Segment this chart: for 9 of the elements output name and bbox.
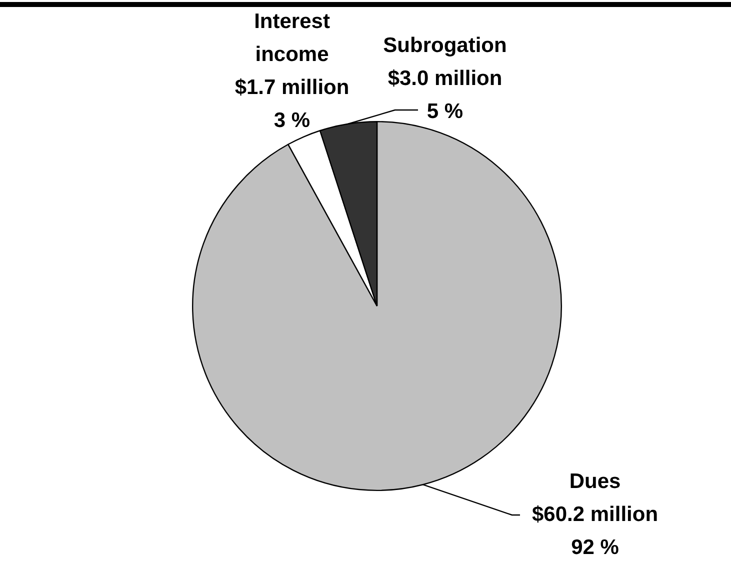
slice-label: Interest income [254, 10, 330, 66]
text: $3.0 million [388, 66, 502, 90]
slice-label: Dues [569, 470, 621, 493]
text: $1.7 million [234, 76, 350, 99]
data-label: 3 % [274, 108, 310, 132]
data-label: 92 % [571, 536, 620, 559]
data-label: 5 % [426, 100, 464, 123]
text: $60.2 million [532, 502, 658, 526]
slice-label: Subrogation [383, 34, 507, 57]
